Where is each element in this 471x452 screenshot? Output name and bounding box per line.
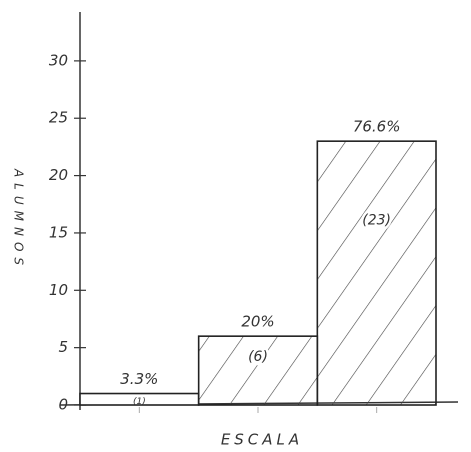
bar: [197, 335, 319, 406]
bar: [316, 140, 437, 406]
x-axis-label: ESCALA: [221, 431, 303, 449]
y-tick-label: 20: [49, 166, 68, 184]
value-label: (1): [133, 397, 146, 407]
annotation: 76.6%: [353, 118, 401, 136]
y-tick-label: 0: [58, 396, 68, 414]
annotation: 20%: [241, 313, 274, 331]
y-tick-label: 15: [49, 223, 68, 241]
value-label: (6): [248, 349, 268, 365]
y-tick-label: 30: [49, 51, 68, 69]
y-axis-label: ALUMNOS: [12, 168, 26, 271]
annotation: 3.3%: [120, 370, 158, 388]
value-label: (23): [362, 212, 391, 228]
y-tick-label: 10: [49, 281, 68, 299]
y-tick-label: 25: [49, 109, 68, 127]
y-tick-label: 5: [58, 338, 68, 356]
